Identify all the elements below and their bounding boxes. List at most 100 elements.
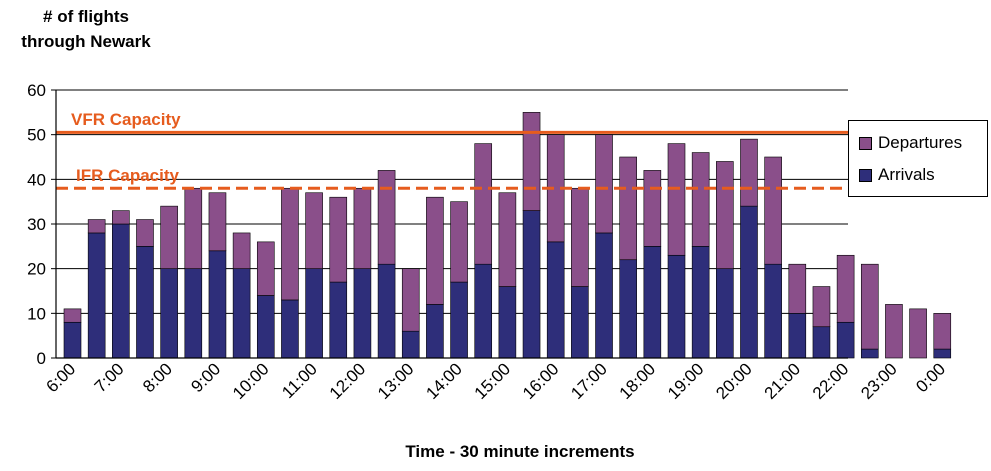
x-tick-label-16-00: 16:00	[519, 359, 563, 403]
y-tick-label-40: 40	[27, 170, 46, 189]
bar-departures-31	[812, 286, 831, 328]
bar-arrivals-2	[112, 223, 130, 359]
bar-arrivals-27	[716, 268, 734, 359]
bar-departures-9	[281, 187, 299, 301]
bar-arrivals-5	[184, 268, 203, 359]
bar-departures-17	[474, 143, 493, 265]
legend-label-arrivals: Arrivals	[878, 165, 935, 184]
bar-arrivals-11	[329, 281, 348, 359]
bar-departures-32	[836, 254, 855, 323]
y-tick-label-0: 0	[37, 349, 46, 368]
bar-departures-6	[208, 192, 227, 252]
bar-arrivals-28	[740, 205, 758, 359]
bar-departures-15	[426, 196, 444, 305]
bar-arrivals-29	[764, 263, 782, 359]
y-tick-label-10: 10	[27, 304, 46, 323]
bar-departures-30	[788, 263, 807, 314]
bar-arrivals-15	[426, 304, 444, 359]
bar-departures-22	[595, 134, 613, 234]
bar-arrivals-13	[377, 263, 396, 359]
bar-departures-23	[619, 156, 637, 261]
x-tick-label-22-00: 22:00	[809, 359, 853, 403]
bar-arrivals-31	[812, 326, 831, 359]
bar-arrivals-33	[860, 348, 879, 359]
x-tick-label-23-00: 23:00	[857, 359, 901, 403]
bar-departures-21	[571, 187, 589, 287]
legend-item-arrivals: Arrivals	[859, 165, 935, 185]
bar-arrivals-4	[160, 268, 178, 359]
bar-arrivals-17	[474, 263, 493, 359]
bar-arrivals-26	[691, 246, 710, 359]
bar-arrivals-6	[208, 250, 227, 359]
x-tick-label-10-00: 10:00	[229, 359, 273, 403]
bar-departures-8	[256, 241, 275, 296]
bar-arrivals-24	[643, 246, 662, 359]
bars	[63, 112, 952, 359]
bar-arrivals-36	[933, 348, 952, 359]
bar-departures-10	[305, 192, 323, 269]
y-tick-label-60: 60	[27, 81, 46, 100]
x-tick-label-8-00: 8:00	[139, 359, 176, 396]
bar-departures-28	[740, 138, 758, 207]
vfr-capacity-label: VFR Capacity	[71, 110, 181, 129]
bar-departures-33	[860, 263, 879, 350]
bar-arrivals-14	[401, 330, 420, 359]
bar-arrivals-7	[232, 268, 251, 359]
y-tick-labels: 0 10 20 30 40 50 60	[27, 81, 56, 368]
bar-departures-14	[401, 268, 420, 332]
bar-arrivals-19	[522, 210, 541, 359]
x-tick-label-13-00: 13:00	[374, 359, 418, 403]
bar-arrivals-16	[450, 281, 468, 359]
bar-arrivals-0	[63, 321, 82, 359]
x-tick-label-20-00: 20:00	[712, 359, 756, 403]
legend-swatch-departures	[859, 137, 872, 151]
bar-departures-27	[716, 161, 734, 269]
x-tick-label-12-00: 12:00	[326, 359, 370, 403]
legend-swatch-arrivals	[859, 169, 872, 183]
bar-departures-0	[63, 308, 82, 323]
y-axis-label: # of flights through Newark	[6, 4, 166, 54]
bar-departures-13	[377, 170, 396, 265]
bar-arrivals-9	[281, 299, 299, 359]
legend-item-departures: Departures	[859, 133, 962, 153]
bar-departures-34	[885, 304, 903, 359]
bar-departures-18	[498, 192, 517, 287]
x-tick-label-6-00: 6:00	[42, 359, 79, 396]
bar-arrivals-21	[571, 286, 589, 359]
bar-arrivals-20	[546, 241, 565, 359]
bar-arrivals-32	[836, 321, 855, 359]
x-tick-label-17-00: 17:00	[567, 359, 611, 403]
x-tick-label-7-00: 7:00	[91, 359, 128, 396]
bar-departures-12	[353, 187, 372, 269]
x-tick-label-19-00: 19:00	[664, 359, 708, 403]
bar-arrivals-8	[256, 295, 275, 359]
bar-departures-36	[933, 313, 952, 350]
ifr-capacity-label: IFR Capacity	[76, 166, 179, 185]
bar-arrivals-3	[136, 246, 154, 359]
bar-arrivals-10	[305, 268, 323, 359]
bar-departures-3	[136, 219, 154, 247]
bar-departures-19	[522, 112, 541, 211]
bar-departures-26	[691, 152, 710, 247]
bar-arrivals-22	[595, 232, 613, 359]
bar-departures-29	[764, 156, 782, 265]
bar-arrivals-12	[353, 268, 372, 359]
bar-departures-5	[184, 187, 203, 269]
x-tick-label-15-00: 15:00	[471, 359, 515, 403]
reference-lines	[56, 130, 848, 190]
bar-departures-1	[87, 219, 106, 234]
bar-departures-24	[643, 170, 662, 247]
bar-departures-2	[112, 210, 130, 225]
y-axis-label-line-1: # of flights	[43, 7, 129, 26]
bar-departures-4	[160, 205, 178, 269]
x-tick-label-21-00: 21:00	[761, 359, 805, 403]
bar-arrivals-25	[667, 254, 686, 359]
bar-arrivals-18	[498, 286, 517, 359]
x-axis-label: Time - 30 minute increments	[405, 442, 635, 461]
x-tick-labels: 6:00 7:00 8:00 9:00 10:00 11:00 12:00 13:00 14:0…	[42, 359, 949, 403]
legend: Departures Arrivals	[848, 120, 988, 197]
x-tick-label-0-00: 0:00	[912, 359, 949, 396]
x-tick-label-14-00: 14:00	[422, 359, 466, 403]
bar-departures-35	[909, 308, 927, 359]
bar-departures-11	[329, 196, 348, 283]
